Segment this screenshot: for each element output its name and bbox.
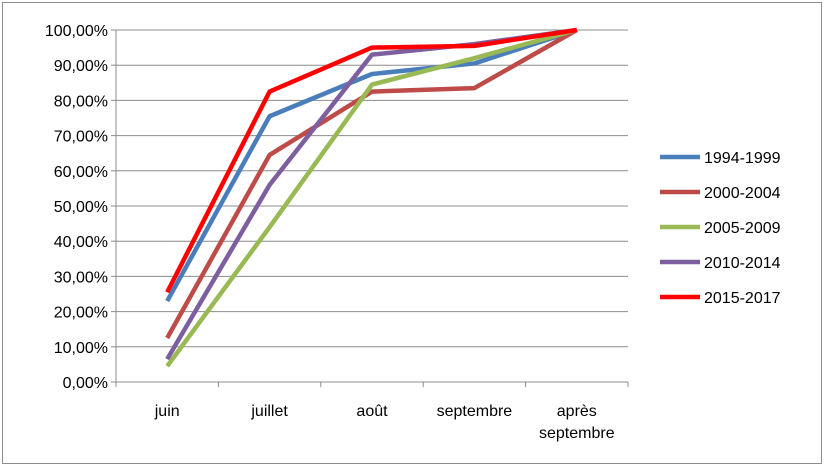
- x-tick-label-4: après septembre: [539, 403, 615, 442]
- x-tick-label-1: juillet: [250, 403, 288, 420]
- series-line-2005-2009: [165, 27, 578, 368]
- y-tick-label-10: 100,00%: [45, 23, 108, 40]
- y-tick-label-3: 30,00%: [54, 269, 108, 286]
- series-line-1994-1999: [165, 27, 578, 303]
- axes: 0,00% 10,00% 20,00% 30,00% 40,00% 50,00% 60,00…: [45, 23, 629, 442]
- legend-label-2005-2009: 2005-2009: [704, 220, 781, 237]
- series-lines: [165, 27, 578, 368]
- y-tick-label-2: 20,00%: [54, 305, 108, 322]
- series-line-2015-2017: [165, 27, 578, 294]
- x-tick-label-3: septembre: [437, 403, 513, 420]
- x-tick-label-0: juin: [154, 403, 180, 420]
- y-tick-label-0: 0,00%: [63, 375, 108, 392]
- y-tick-label-8: 80,00%: [54, 93, 108, 110]
- legend-label-1994-1999: 1994-1999: [704, 150, 781, 167]
- y-tick-label-5: 50,00%: [54, 199, 108, 216]
- y-tick-label-7: 70,00%: [54, 129, 108, 146]
- legend-label-2000-2004: 2000-2004: [704, 185, 781, 202]
- y-tick-label-6: 60,00%: [54, 164, 108, 181]
- legend-label-2010-2014: 2010-2014: [704, 255, 781, 272]
- y-tick-label-1: 10,00%: [54, 340, 108, 357]
- y-tick-label-9: 90,00%: [54, 58, 108, 75]
- gridlines: [116, 29, 628, 348]
- series-line-2000-2004: [165, 28, 578, 340]
- legend: 1994-1999 2000-2004 2005-2009 2010-2014 2015…: [660, 150, 781, 307]
- legend-label-2015-2017: 2015-2017: [704, 290, 781, 307]
- x-tick-label-2: août: [356, 403, 388, 420]
- y-tick-label-4: 40,00%: [54, 234, 108, 251]
